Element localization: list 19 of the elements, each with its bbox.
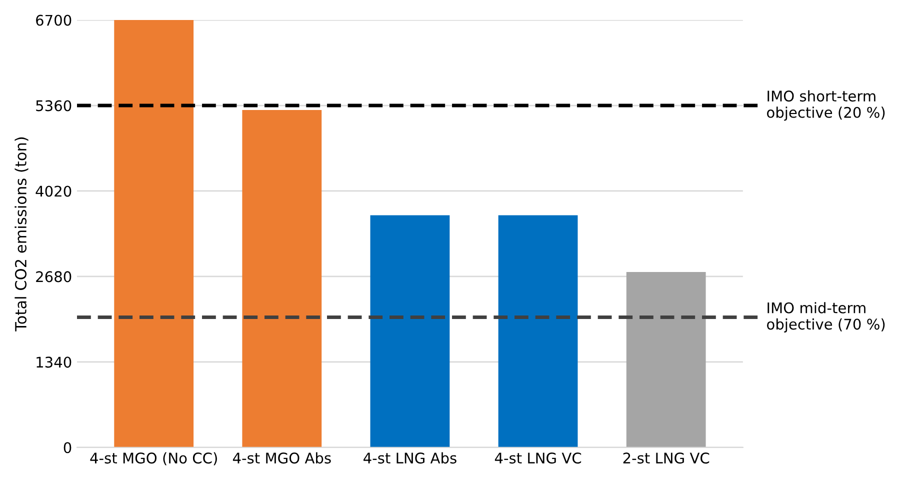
bar: [498, 215, 578, 448]
y-tick-label: 5360: [36, 100, 72, 112]
ref-line-label: IMO mid-term objective (70 %): [767, 302, 885, 333]
bar: [242, 110, 322, 448]
x-tick-label: 2-st LNG VC: [623, 452, 710, 464]
bar: [370, 215, 450, 448]
y-tick-label: 4020: [36, 186, 72, 197]
y-tick-label: 0: [64, 442, 72, 454]
y-axis-title: Total CO2 emissions (ton): [14, 137, 28, 332]
x-tick-label: 4-st LNG VC: [494, 452, 582, 464]
x-tick-label: 4-st LNG Abs: [364, 452, 456, 464]
bar: [626, 272, 706, 448]
y-tick-label: 2680: [36, 271, 72, 282]
x-tick-label: 4-st MGO (No CC): [90, 452, 217, 466]
bar: [114, 20, 194, 448]
y-tick-label: 1340: [36, 356, 72, 368]
y-tick-label: 6700: [36, 14, 72, 26]
x-tick-label: 4-st MGO Abs: [232, 452, 331, 464]
ref-line-label: IMO short-term objective (20 %): [767, 90, 885, 121]
